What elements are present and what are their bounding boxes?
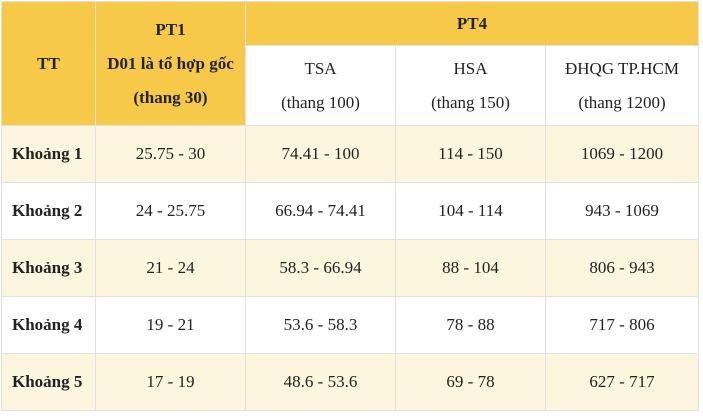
table-cell: 66.94 - 74.41 [245, 182, 396, 240]
table-cell: 88 - 104 [395, 239, 546, 297]
row-label: Khoảng 1 [1, 125, 96, 183]
header-row: TT PT1 D01 là tổ hợp gốc (thang 30) PT4 [1, 1, 700, 126]
table-cell: 1069 - 1200 [544, 125, 700, 183]
subcolumn-name: ĐHQG TP.HCM [565, 58, 679, 78]
table-cell: 53.6 - 58.3 [245, 296, 396, 354]
subcolumn-scale: (thang 1200) [578, 92, 666, 112]
table-cell: 627 - 717 [544, 353, 700, 411]
table-cell: 25.75 - 30 [95, 125, 246, 183]
header-subcolumn: TSA (thang 100) [245, 45, 396, 126]
header-pt1: PT1 D01 là tổ hợp gốc (thang 30) [95, 1, 246, 126]
table-cell: 74.41 - 100 [245, 125, 396, 183]
table-cell: 78 - 88 [395, 296, 546, 354]
table-cell: 24 - 25.75 [95, 182, 246, 240]
row-label: Khoảng 4 [1, 296, 96, 354]
header-pt1-line: (thang 30) [133, 87, 208, 107]
header-subcolumn: HSA (thang 150) [395, 45, 546, 126]
table-cell: 17 - 19 [95, 353, 246, 411]
header-row: TSA (thang 100) HSA (thang 150) ĐHQG TP.HCM (… [2, 45, 700, 126]
row-label: Khoảng 2 [1, 182, 96, 240]
table-header: TT PT1 D01 là tổ hợp gốc (thang 30) PT4 TSA (t… [1, 1, 700, 126]
table-cell: 114 - 150 [395, 125, 546, 183]
table-row: Khoảng 5 17 - 19 48.6 - 53.6 69 - 78 627 - 7… [1, 353, 700, 411]
header-tt: TT [1, 1, 96, 126]
table-cell: 19 - 21 [95, 296, 246, 354]
table-body: Khoảng 1 25.75 - 30 74.41 - 100 114 - 150 10… [1, 125, 700, 411]
row-label: Khoảng 3 [1, 239, 96, 297]
subcolumn-name: HSA [453, 58, 488, 78]
table-cell: 58.3 - 66.94 [245, 239, 396, 297]
table-cell: 21 - 24 [95, 239, 246, 297]
table-row: Khoảng 1 25.75 - 30 74.41 - 100 114 - 150 10… [1, 125, 700, 183]
row-label: Khoảng 5 [1, 353, 96, 411]
score-table: TT PT1 D01 là tổ hợp gốc (thang 30) PT4 TSA (t… [1, 1, 700, 411]
table-row: Khoảng 2 24 - 25.75 66.94 - 74.41 104 - 114… [1, 182, 700, 240]
table-row: Khoảng 3 21 - 24 58.3 - 66.94 88 - 104 806 -… [1, 239, 700, 297]
table-row: Khoảng 4 19 - 21 53.6 - 58.3 78 - 88 717 - 8… [1, 296, 700, 354]
table-cell: 943 - 1069 [544, 182, 700, 240]
header-pt1-line: D01 là tổ hợp gốc [107, 53, 234, 73]
subcolumn-name: TSA [304, 58, 337, 78]
header-pt1-line: PT1 [155, 19, 186, 39]
header-subcolumn: ĐHQG TP.HCM (thang 1200) [544, 45, 700, 126]
table-cell: 104 - 114 [395, 182, 546, 240]
header-pt4: PT4 [244, 1, 700, 46]
table-cell: 806 - 943 [544, 239, 700, 297]
table-cell: 48.6 - 53.6 [245, 353, 396, 411]
table-cell: 69 - 78 [395, 353, 546, 411]
subcolumn-scale: (thang 100) [281, 92, 360, 112]
table-cell: 717 - 806 [544, 296, 700, 354]
subcolumn-scale: (thang 150) [431, 92, 510, 112]
